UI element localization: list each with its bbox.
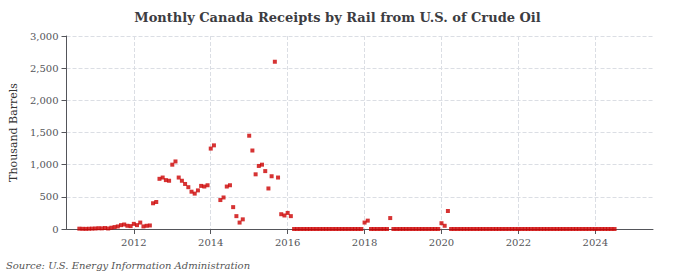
svg-text:2022: 2022 — [506, 237, 531, 248]
svg-text:2,500: 2,500 — [30, 63, 59, 74]
svg-text:1,500: 1,500 — [30, 127, 59, 138]
svg-text:3,000: 3,000 — [30, 31, 59, 42]
svg-text:2016: 2016 — [275, 237, 300, 248]
svg-text:2,000: 2,000 — [30, 95, 59, 106]
svg-text:Monthly Canada Receipts by Rai: Monthly Canada Receipts by Rail from U.S… — [134, 10, 541, 25]
svg-text:2014: 2014 — [198, 237, 223, 248]
svg-text:2018: 2018 — [352, 237, 377, 248]
svg-text:0: 0 — [52, 224, 58, 235]
svg-text:2024: 2024 — [583, 237, 608, 248]
svg-text:1,000: 1,000 — [30, 159, 59, 170]
svg-text:2012: 2012 — [121, 237, 146, 248]
svg-text:Source: U.S. Energy Informatio: Source: U.S. Energy Information Administ… — [6, 260, 250, 271]
svg-text:500: 500 — [39, 191, 58, 202]
svg-text:2020: 2020 — [429, 237, 454, 248]
svg-text:Thousand Barrels: Thousand Barrels — [7, 83, 20, 182]
